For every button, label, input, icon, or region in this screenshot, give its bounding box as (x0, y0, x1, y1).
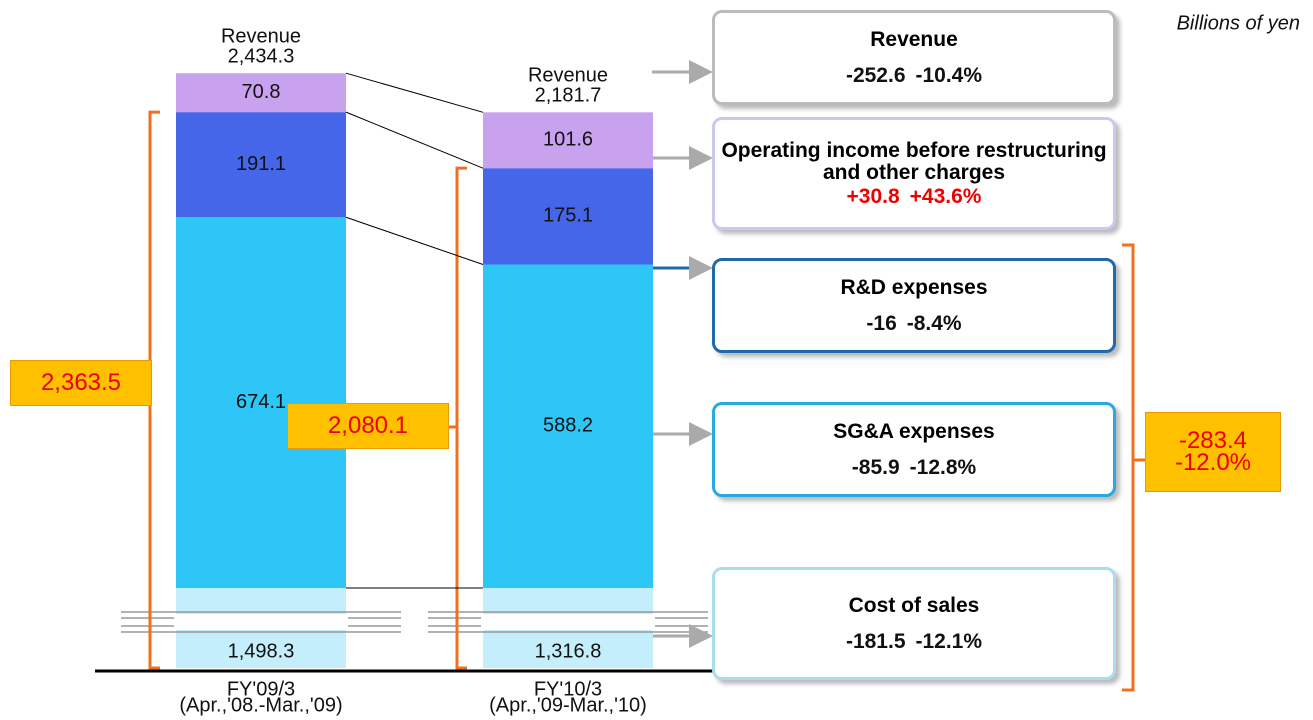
bar-segment (483, 112, 653, 169)
break-gap (481, 614, 655, 630)
segment-label: 101.6 (543, 129, 593, 151)
connector (345, 72, 484, 113)
change-value: +43.6% (909, 184, 982, 208)
change-value: -283.4 (1178, 427, 1248, 454)
x-tick-label: FY'09/3 (227, 678, 295, 700)
change-value: -12.8% (909, 455, 977, 479)
segment-label: 674.1 (236, 391, 286, 413)
change-value: -10.4% (915, 63, 983, 87)
box-title: R&D expenses (840, 275, 988, 299)
change-value: -16 (866, 311, 897, 335)
change-bracket (1122, 243, 1135, 692)
change-value: -8.4% (906, 311, 962, 335)
series-box: SG&A expenses -85.9 -12.8% (712, 402, 1116, 497)
x-tick-sublabel: (Apr.,'09-Mar.,'10) (489, 694, 647, 716)
change-value: -12.1% (915, 629, 983, 653)
change-value: +30.8 (846, 184, 900, 208)
segment-label: 1,316.8 (535, 640, 602, 662)
bar-segment (483, 264, 653, 588)
revenue-value: 2,434.3 (228, 45, 295, 67)
box-title: Cost of sales (848, 593, 980, 617)
bar-segment (483, 168, 653, 265)
x-tick-sublabel: (Apr.,'08.-Mar.,'09) (179, 694, 342, 716)
bar-segment (176, 112, 346, 218)
series-box: R&D expenses -16 -8.4% (712, 258, 1116, 353)
unit-note: Billions of yen (1177, 12, 1300, 34)
box-title: Revenue (870, 27, 958, 51)
expense-total: 2,080.1 (287, 403, 449, 449)
box-title: Operating income before restructuring an… (721, 138, 1107, 184)
series-box: Cost of sales -181.5 -12.1% (712, 567, 1116, 680)
box-change: -85.9 -12.8% (847, 455, 981, 479)
connector (345, 216, 484, 265)
change-value: -85.9 (851, 455, 900, 479)
box-title: SG&A expenses (833, 419, 995, 443)
bar-segment (176, 217, 346, 588)
series-box: Operating income before restructuring an… (712, 117, 1116, 230)
segment-label: 1,498.3 (228, 640, 295, 662)
revenue-value: 2,181.7 (535, 85, 602, 107)
box-change: -181.5 -12.1% (841, 629, 987, 653)
expense-total: 2,363.5 (10, 360, 152, 406)
change-value: -12.0% (1174, 449, 1252, 476)
segment-label: 191.1 (236, 153, 286, 175)
expense-change: -283.4 -12.0% (1145, 412, 1281, 492)
change-value: -252.6 (845, 63, 906, 87)
x-tick-label: FY'10/3 (534, 678, 602, 700)
revenue-box: Revenue -252.6 -10.4% (712, 10, 1116, 105)
bar-segment (176, 73, 346, 113)
revenue-label: Revenue (528, 65, 608, 87)
box-change: -16 -8.4% (861, 311, 966, 335)
box-change: -252.6 -10.4% (841, 63, 987, 87)
revenue-label: Revenue (221, 25, 301, 47)
break-gap (174, 614, 348, 630)
segment-label: 70.8 (242, 81, 281, 103)
connector (345, 111, 484, 169)
expense-bracket (455, 166, 467, 670)
change-value: -181.5 (845, 629, 906, 653)
segment-label: 175.1 (543, 205, 593, 227)
segment-label: 588.2 (543, 415, 593, 437)
box-change: +30.8 +43.6% (842, 184, 987, 208)
